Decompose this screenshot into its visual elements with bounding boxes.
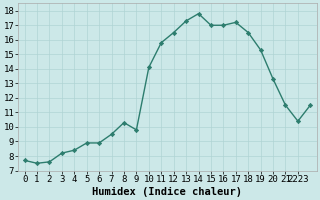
X-axis label: Humidex (Indice chaleur): Humidex (Indice chaleur) [92, 186, 243, 197]
